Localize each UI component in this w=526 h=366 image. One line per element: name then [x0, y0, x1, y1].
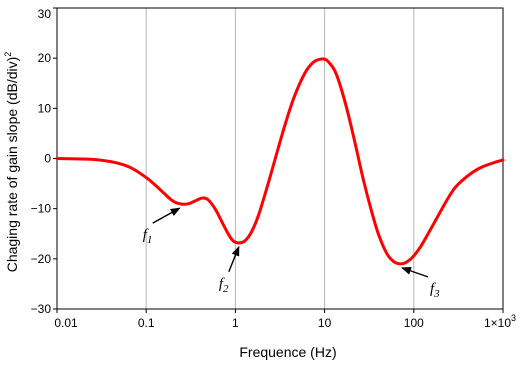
annotation-3: f3 [401, 267, 440, 300]
y-tick-label: −20 [31, 252, 52, 266]
annotation-2: f2 [219, 245, 240, 295]
y-tick-label: −10 [31, 202, 52, 216]
y-tick-label: 10 [38, 101, 52, 115]
y-axis-title: Chaging rate of gain slope (dB/div)2 [3, 52, 20, 273]
y-axis-title-main: Chaging rate of gain slope (dB/div) [4, 57, 20, 273]
x-tick-label: 100 [404, 316, 424, 330]
x-tick-label: 1×103 [484, 313, 516, 330]
x-tick-labels: 0.01 0.1 1 10 100 1×103 [54, 313, 516, 330]
annotation-arrow [401, 267, 429, 278]
x-tick-label: 10 [318, 316, 332, 330]
annotation-arrow [152, 207, 181, 224]
annotation-label: f2 [219, 276, 229, 295]
x-tick-label: 1 [232, 316, 239, 330]
x-tick-label: 0.1 [138, 316, 155, 330]
annotation-arrow [228, 245, 240, 273]
grid-lines [145, 8, 415, 309]
y-tick-label: −30 [31, 302, 52, 316]
annotation-label: f3 [430, 281, 440, 300]
y-tick-label: 30 [38, 7, 52, 21]
x-axis-title: Frequence (Hz) [239, 344, 336, 360]
axis-ticks [53, 7, 504, 313]
x-tick-label: 0.01 [54, 316, 78, 330]
y-axis-title-superscript: 2 [3, 52, 13, 57]
annotations: f1 f2 f3 [143, 207, 440, 300]
y-tick-label: 0 [44, 152, 51, 166]
annotation-label: f1 [143, 227, 153, 246]
y-tick-label: 20 [38, 51, 52, 65]
annotation-1: f1 [143, 207, 181, 246]
plot-frame [56, 7, 504, 310]
y-tick-labels: −30 −20 −10 0 10 20 30 [31, 7, 52, 316]
series-layer [55, 57, 505, 266]
series-line [55, 57, 505, 266]
